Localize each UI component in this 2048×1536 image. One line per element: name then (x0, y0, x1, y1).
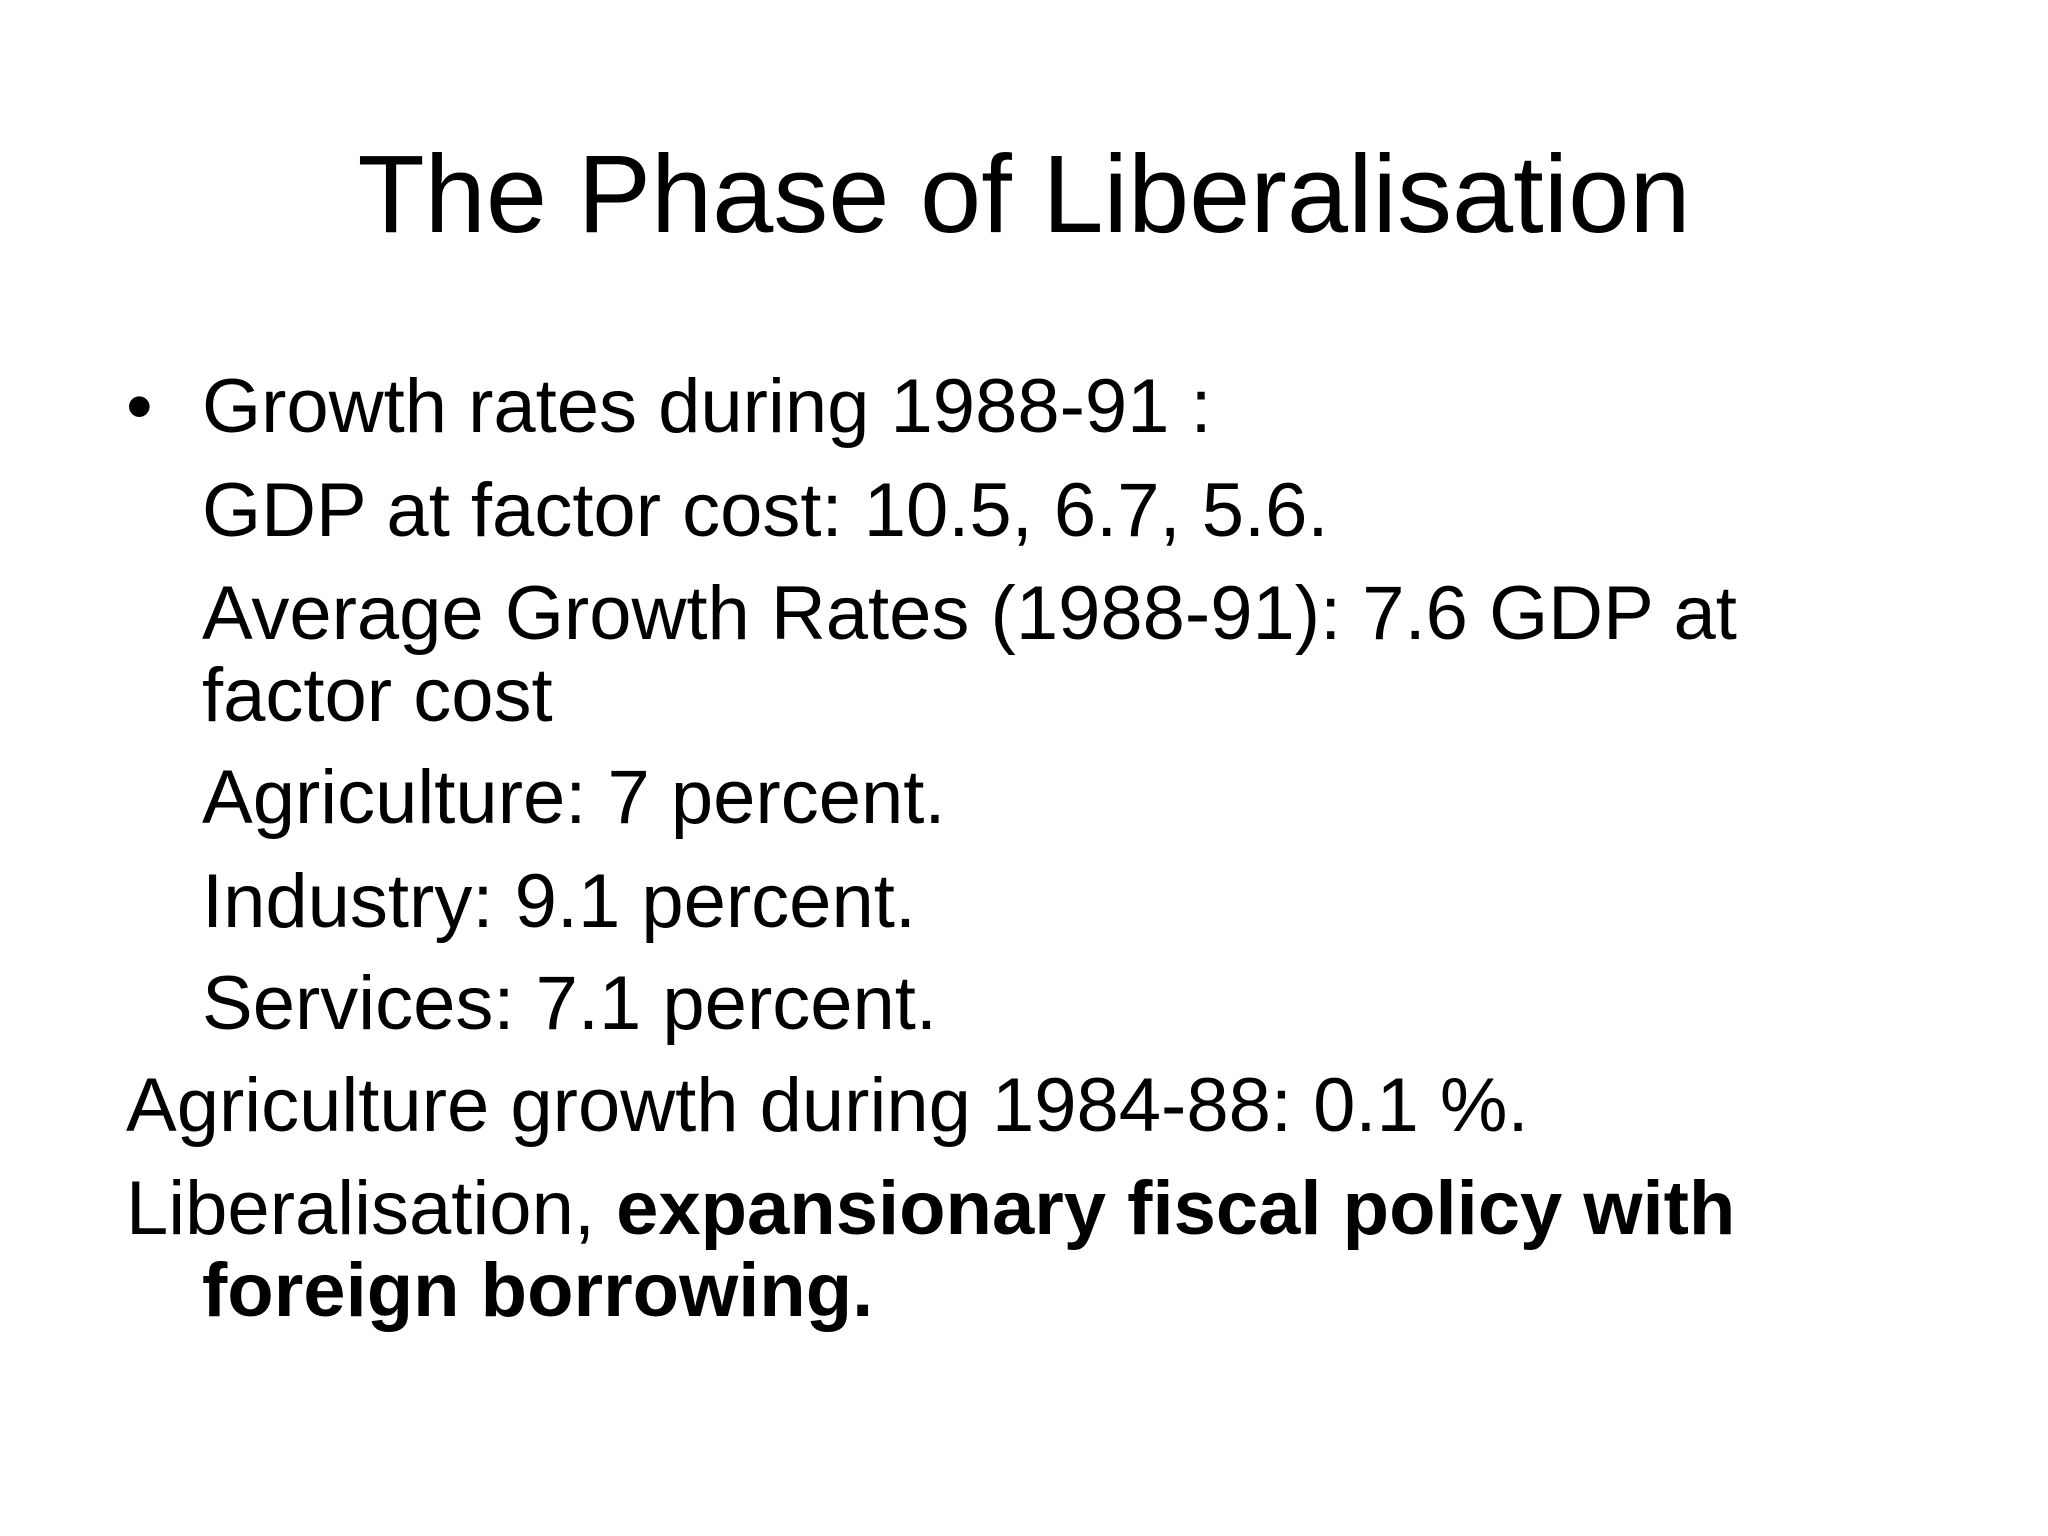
bullet-marker: • (126, 364, 153, 449)
sub-line-gdp: GDP at factor cost: 10.5, 6.7, 5.6. (202, 468, 1329, 553)
sub-line-average-cont: factor cost (202, 653, 553, 738)
slide-title: The Phase of Liberalisation (357, 133, 1691, 256)
sub-line-services: Services: 7.1 percent. (202, 961, 938, 1046)
sub-line-industry: Industry: 9.1 percent. (202, 859, 916, 944)
agriculture-growth-line: Agriculture growth during 1984-88: 0.1 %… (126, 1063, 1529, 1148)
liberalisation-bold-cont: foreign borrowing. (202, 1248, 874, 1333)
liberalisation-bold: expansionary fiscal policy with (616, 1166, 1736, 1251)
liberalisation-plain: Liberalisation, (126, 1166, 617, 1251)
liberalisation-line: Liberalisation, expansionary fiscal poli… (126, 1168, 1735, 1250)
sub-line-average: Average Growth Rates (1988-91): 7.6 GDP … (202, 571, 1737, 656)
sub-line-agriculture: Agriculture: 7 percent. (202, 755, 946, 840)
bullet-heading: Growth rates during 1988-91 : (202, 364, 1212, 449)
